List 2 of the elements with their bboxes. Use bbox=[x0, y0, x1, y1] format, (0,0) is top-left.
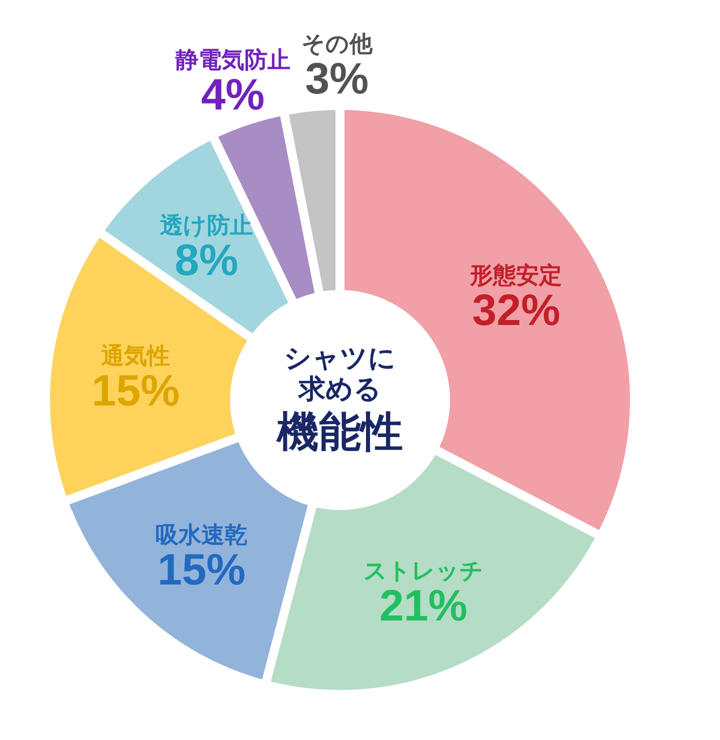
text: シャツに求める bbox=[283, 343, 397, 405]
text: 機能性 bbox=[277, 407, 403, 457]
